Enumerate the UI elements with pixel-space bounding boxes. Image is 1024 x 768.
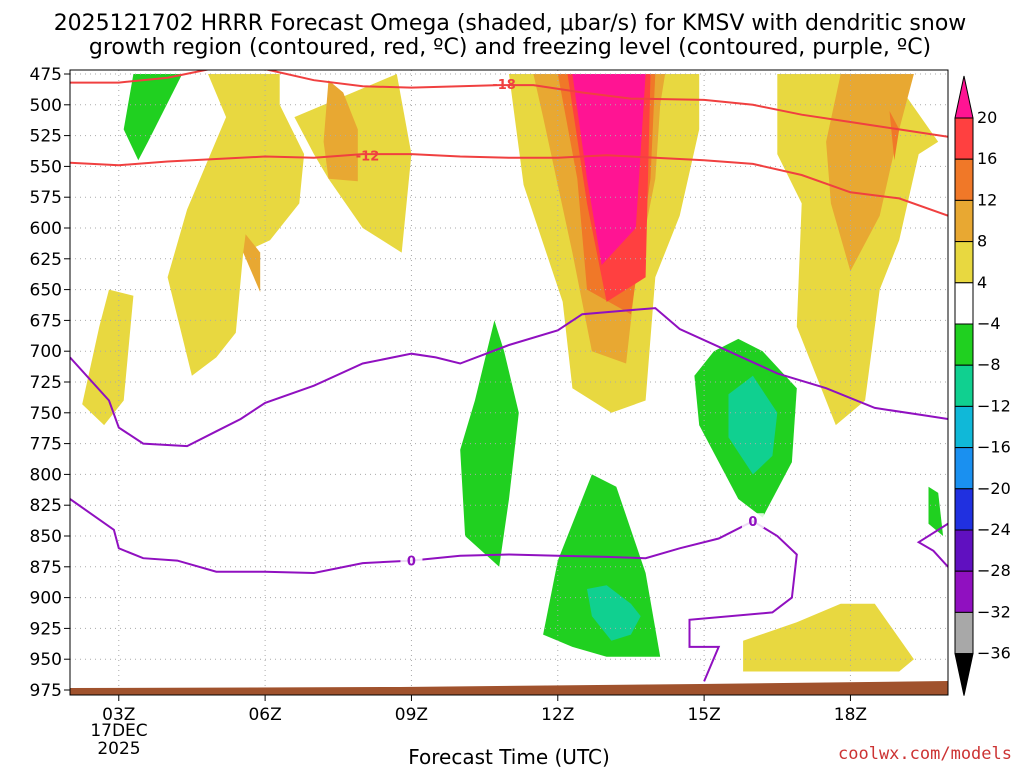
freezing-contour-1 <box>70 498 798 682</box>
colorbar-swatch-9 <box>954 447 974 490</box>
y-tick-label-725: 725 <box>30 373 62 393</box>
colorbar-swatch-3 <box>954 199 974 243</box>
y-tick-label-900: 900 <box>30 589 62 609</box>
colorbar-label-11: −28 <box>977 561 1011 580</box>
y-tick-label-850: 850 <box>30 527 62 547</box>
colorbar-swatch-1 <box>954 117 974 160</box>
chart-title-line1: 2025121702 HRRR Forecast Omega (shaded, … <box>54 11 967 36</box>
terrain-strip <box>70 681 948 695</box>
omega-region-above-20-0 <box>572 74 646 265</box>
contour-label-1: -12 <box>356 149 380 164</box>
x-tick-label-15Z: 15Z <box>687 705 720 725</box>
y-tick-label-625: 625 <box>30 250 62 270</box>
x-tick-label-06Z: 06Z <box>248 705 281 725</box>
colorbar-swatch-6 <box>954 323 974 366</box>
omega-region--8-to-4-1 <box>460 320 519 567</box>
y-tick-label-525: 525 <box>30 127 62 147</box>
y-tick-label-500: 500 <box>30 96 62 116</box>
colorbar-swatch-4 <box>954 241 974 284</box>
colorbar-swatch-13 <box>954 611 974 655</box>
x-tick-label-09Z: 09Z <box>395 705 428 725</box>
contour-label-0: -18 <box>492 78 516 93</box>
y-tick-label-975: 975 <box>30 681 62 701</box>
y-tick-label-925: 925 <box>30 619 62 639</box>
x-axis: 03Z 06Z 09Z 12Z 15Z 18Z <box>102 695 867 725</box>
x-tick-label-18Z: 18Z <box>834 705 867 725</box>
colorbar-swatch-2 <box>954 158 974 201</box>
omega-region-8-to-12-0 <box>243 234 261 293</box>
colorbar-label-6: −8 <box>977 355 1001 374</box>
y-tick-label-800: 800 <box>30 465 62 485</box>
y-tick-label-550: 550 <box>30 157 62 177</box>
y-tick-label-950: 950 <box>30 650 62 670</box>
omega-region-4-to-8-0 <box>167 74 305 376</box>
x-axis-title: Forecast Time (UTC) <box>408 745 610 768</box>
y-tick-label-475: 475 <box>30 65 62 85</box>
y-tick-label-875: 875 <box>30 558 62 578</box>
colorbar-bottom-arrow <box>954 653 974 696</box>
colorbar-label-12: −32 <box>977 602 1011 621</box>
colorbar-label-3: 8 <box>977 232 987 251</box>
colorbar-label-8: −16 <box>977 438 1011 457</box>
colorbar: 20 16 12 8 4 −4 −8 −12 −16 −20 −24 −28 −32 −36 <box>954 75 1011 696</box>
omega-region--8-to-4-0 <box>123 74 183 161</box>
date-year-label: 2025 <box>97 739 140 759</box>
y-tick-label-775: 775 <box>30 435 62 455</box>
colorbar-swatch-5 <box>954 282 974 325</box>
x-tick-label-03Z: 03Z <box>102 705 135 725</box>
y-axis: 475 500 525 550 575 600 625 650 675 700 725 750 775 8… <box>30 65 70 701</box>
colorbar-top-arrow <box>954 75 974 119</box>
colorbar-label-13: −36 <box>977 644 1011 663</box>
contour-lines: -18 -12 0 0 <box>70 70 948 682</box>
credit-text: coolwx.com/models <box>838 744 1012 764</box>
grid-lines <box>70 70 948 695</box>
chart-title-line2: growth region (contoured, red, ºC) and f… <box>89 35 931 60</box>
colorbar-swatch-12 <box>954 570 974 613</box>
y-tick-label-700: 700 <box>30 342 62 362</box>
colorbar-label-9: −20 <box>977 479 1011 498</box>
y-tick-label-650: 650 <box>30 281 62 301</box>
omega-region--12-to-8-0 <box>728 375 778 475</box>
terrain-fill <box>70 681 948 695</box>
y-tick-label-600: 600 <box>30 219 62 239</box>
omega-shading <box>82 74 944 672</box>
omega-region-12-to-16-1 <box>889 111 900 161</box>
colorbar-label-0: 20 <box>977 108 997 127</box>
omega-region-4-to-8-5 <box>743 603 914 672</box>
colorbar-swatch-11 <box>954 529 974 572</box>
date-day-label: 17DEC <box>90 721 147 741</box>
omega-region--12-to-8-1 <box>587 585 641 641</box>
omega-region-4-to-8-1 <box>82 289 134 426</box>
colorbar-label-7: −12 <box>977 396 1011 415</box>
colorbar-swatch-7 <box>954 364 974 407</box>
y-tick-label-825: 825 <box>30 496 62 516</box>
y-tick-label-575: 575 <box>30 188 62 208</box>
contour-label-3: 0 <box>748 515 757 530</box>
dendritic-contour-0 <box>70 70 948 138</box>
freezing-contour-2 <box>916 522 948 568</box>
colorbar-swatch-10 <box>954 488 974 531</box>
omega-region--8-to-4-4 <box>928 486 944 536</box>
y-tick-label-750: 750 <box>30 404 62 424</box>
freezing-contour-0 <box>70 307 948 448</box>
colorbar-label-5: −4 <box>977 314 1001 333</box>
contour-label-2: 0 <box>407 555 416 570</box>
x-tick-label-12Z: 12Z <box>541 705 574 725</box>
colorbar-label-10: −24 <box>977 520 1011 539</box>
y-tick-label-675: 675 <box>30 311 62 331</box>
colorbar-label-1: 16 <box>977 149 997 168</box>
dendritic-contour-1 <box>70 153 948 217</box>
colorbar-label-2: 12 <box>977 190 997 209</box>
colorbar-swatch-8 <box>954 405 974 449</box>
colorbar-label-4: 4 <box>977 273 987 292</box>
omega-region--8-to-4-2 <box>543 474 661 657</box>
